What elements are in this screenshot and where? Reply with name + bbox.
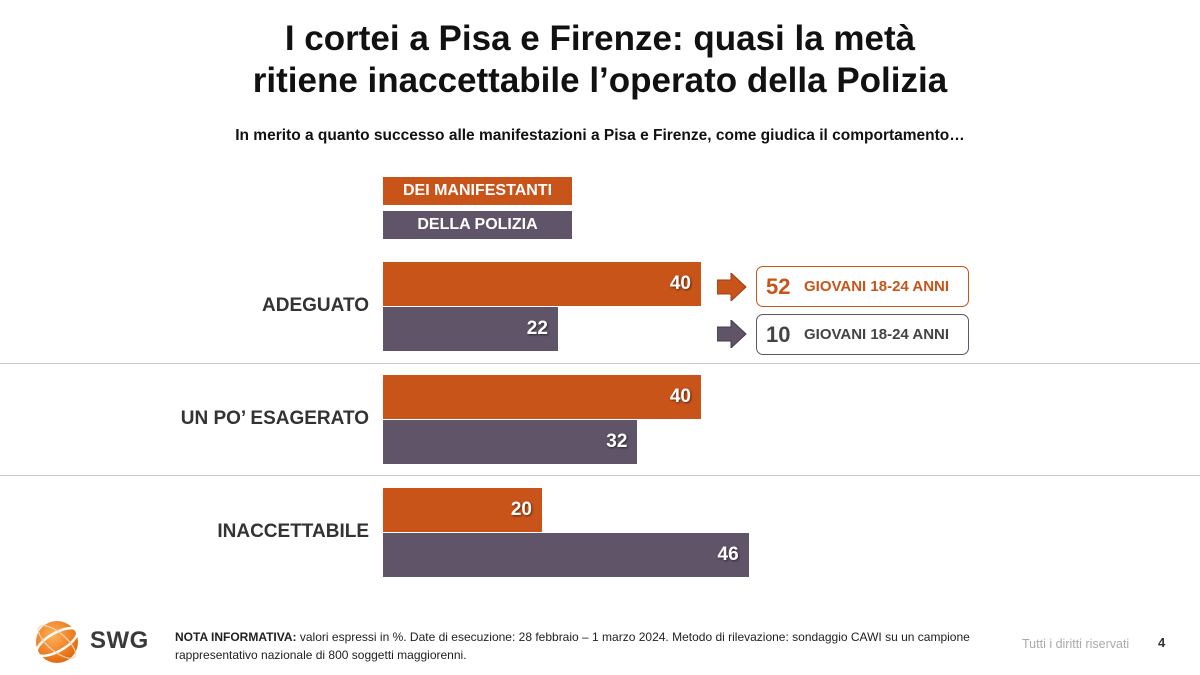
chart-subtitle: In merito a quanto successo alle manifes… bbox=[235, 127, 965, 144]
bar: 40 bbox=[383, 375, 701, 419]
callout-giovani-manifestanti: 52 GIOVANI 18-24 ANNI bbox=[756, 266, 969, 307]
category-label: UN PO’ ESAGERATO bbox=[180, 408, 369, 429]
footer-note-label: NOTA INFORMATIVA: bbox=[175, 630, 297, 644]
title-line-2: ritiene inaccettabile l’operato della Po… bbox=[252, 61, 948, 100]
bar-value-label: 40 bbox=[669, 386, 691, 407]
footer-note-text: valori espressi in %. Date di esecuzione… bbox=[175, 630, 970, 662]
bar-value-label: 46 bbox=[717, 544, 739, 565]
bar-value-label: 20 bbox=[510, 499, 532, 520]
bar: 32 bbox=[383, 420, 638, 464]
bar: 40 bbox=[383, 262, 701, 306]
swg-logo-icon bbox=[35, 621, 79, 663]
logo-text: SWG bbox=[90, 627, 149, 654]
bar: 22 bbox=[383, 307, 558, 351]
legend-manifestanti: DEI MANIFESTANTI bbox=[383, 177, 572, 205]
callout-text: GIOVANI 18-24 ANNI bbox=[804, 278, 950, 295]
divider-1 bbox=[0, 363, 1200, 364]
callout-value: 10 bbox=[766, 321, 791, 347]
category-label: ADEGUATO bbox=[262, 295, 369, 316]
bar-value-label: 22 bbox=[526, 318, 548, 339]
arrow-right-icon bbox=[717, 320, 747, 348]
title-line-1: I cortei a Pisa e Firenze: quasi la metà bbox=[284, 19, 916, 58]
category-label: INACCETTABILE bbox=[217, 521, 369, 542]
bar-value-label: 40 bbox=[669, 273, 691, 294]
bar: 46 bbox=[383, 533, 749, 577]
callout-text: GIOVANI 18-24 ANNI bbox=[804, 326, 950, 343]
callout-giovani-polizia: 10 GIOVANI 18-24 ANNI bbox=[756, 314, 969, 355]
rights-text: Tutti i diritti riservati bbox=[1022, 637, 1130, 651]
legend-polizia: DELLA POLIZIA bbox=[383, 211, 572, 239]
bar-value-label: 32 bbox=[606, 431, 628, 452]
footer-note: NOTA INFORMATIVA: valori espressi in %. … bbox=[175, 628, 995, 664]
chart-title: I cortei a Pisa e Firenze: quasi la metà… bbox=[0, 18, 1200, 102]
page-number: 4 bbox=[1158, 635, 1166, 650]
arrow-right-icon bbox=[717, 273, 747, 301]
callout-value: 52 bbox=[766, 273, 791, 299]
bar: 20 bbox=[383, 488, 542, 532]
divider-2 bbox=[0, 475, 1200, 476]
